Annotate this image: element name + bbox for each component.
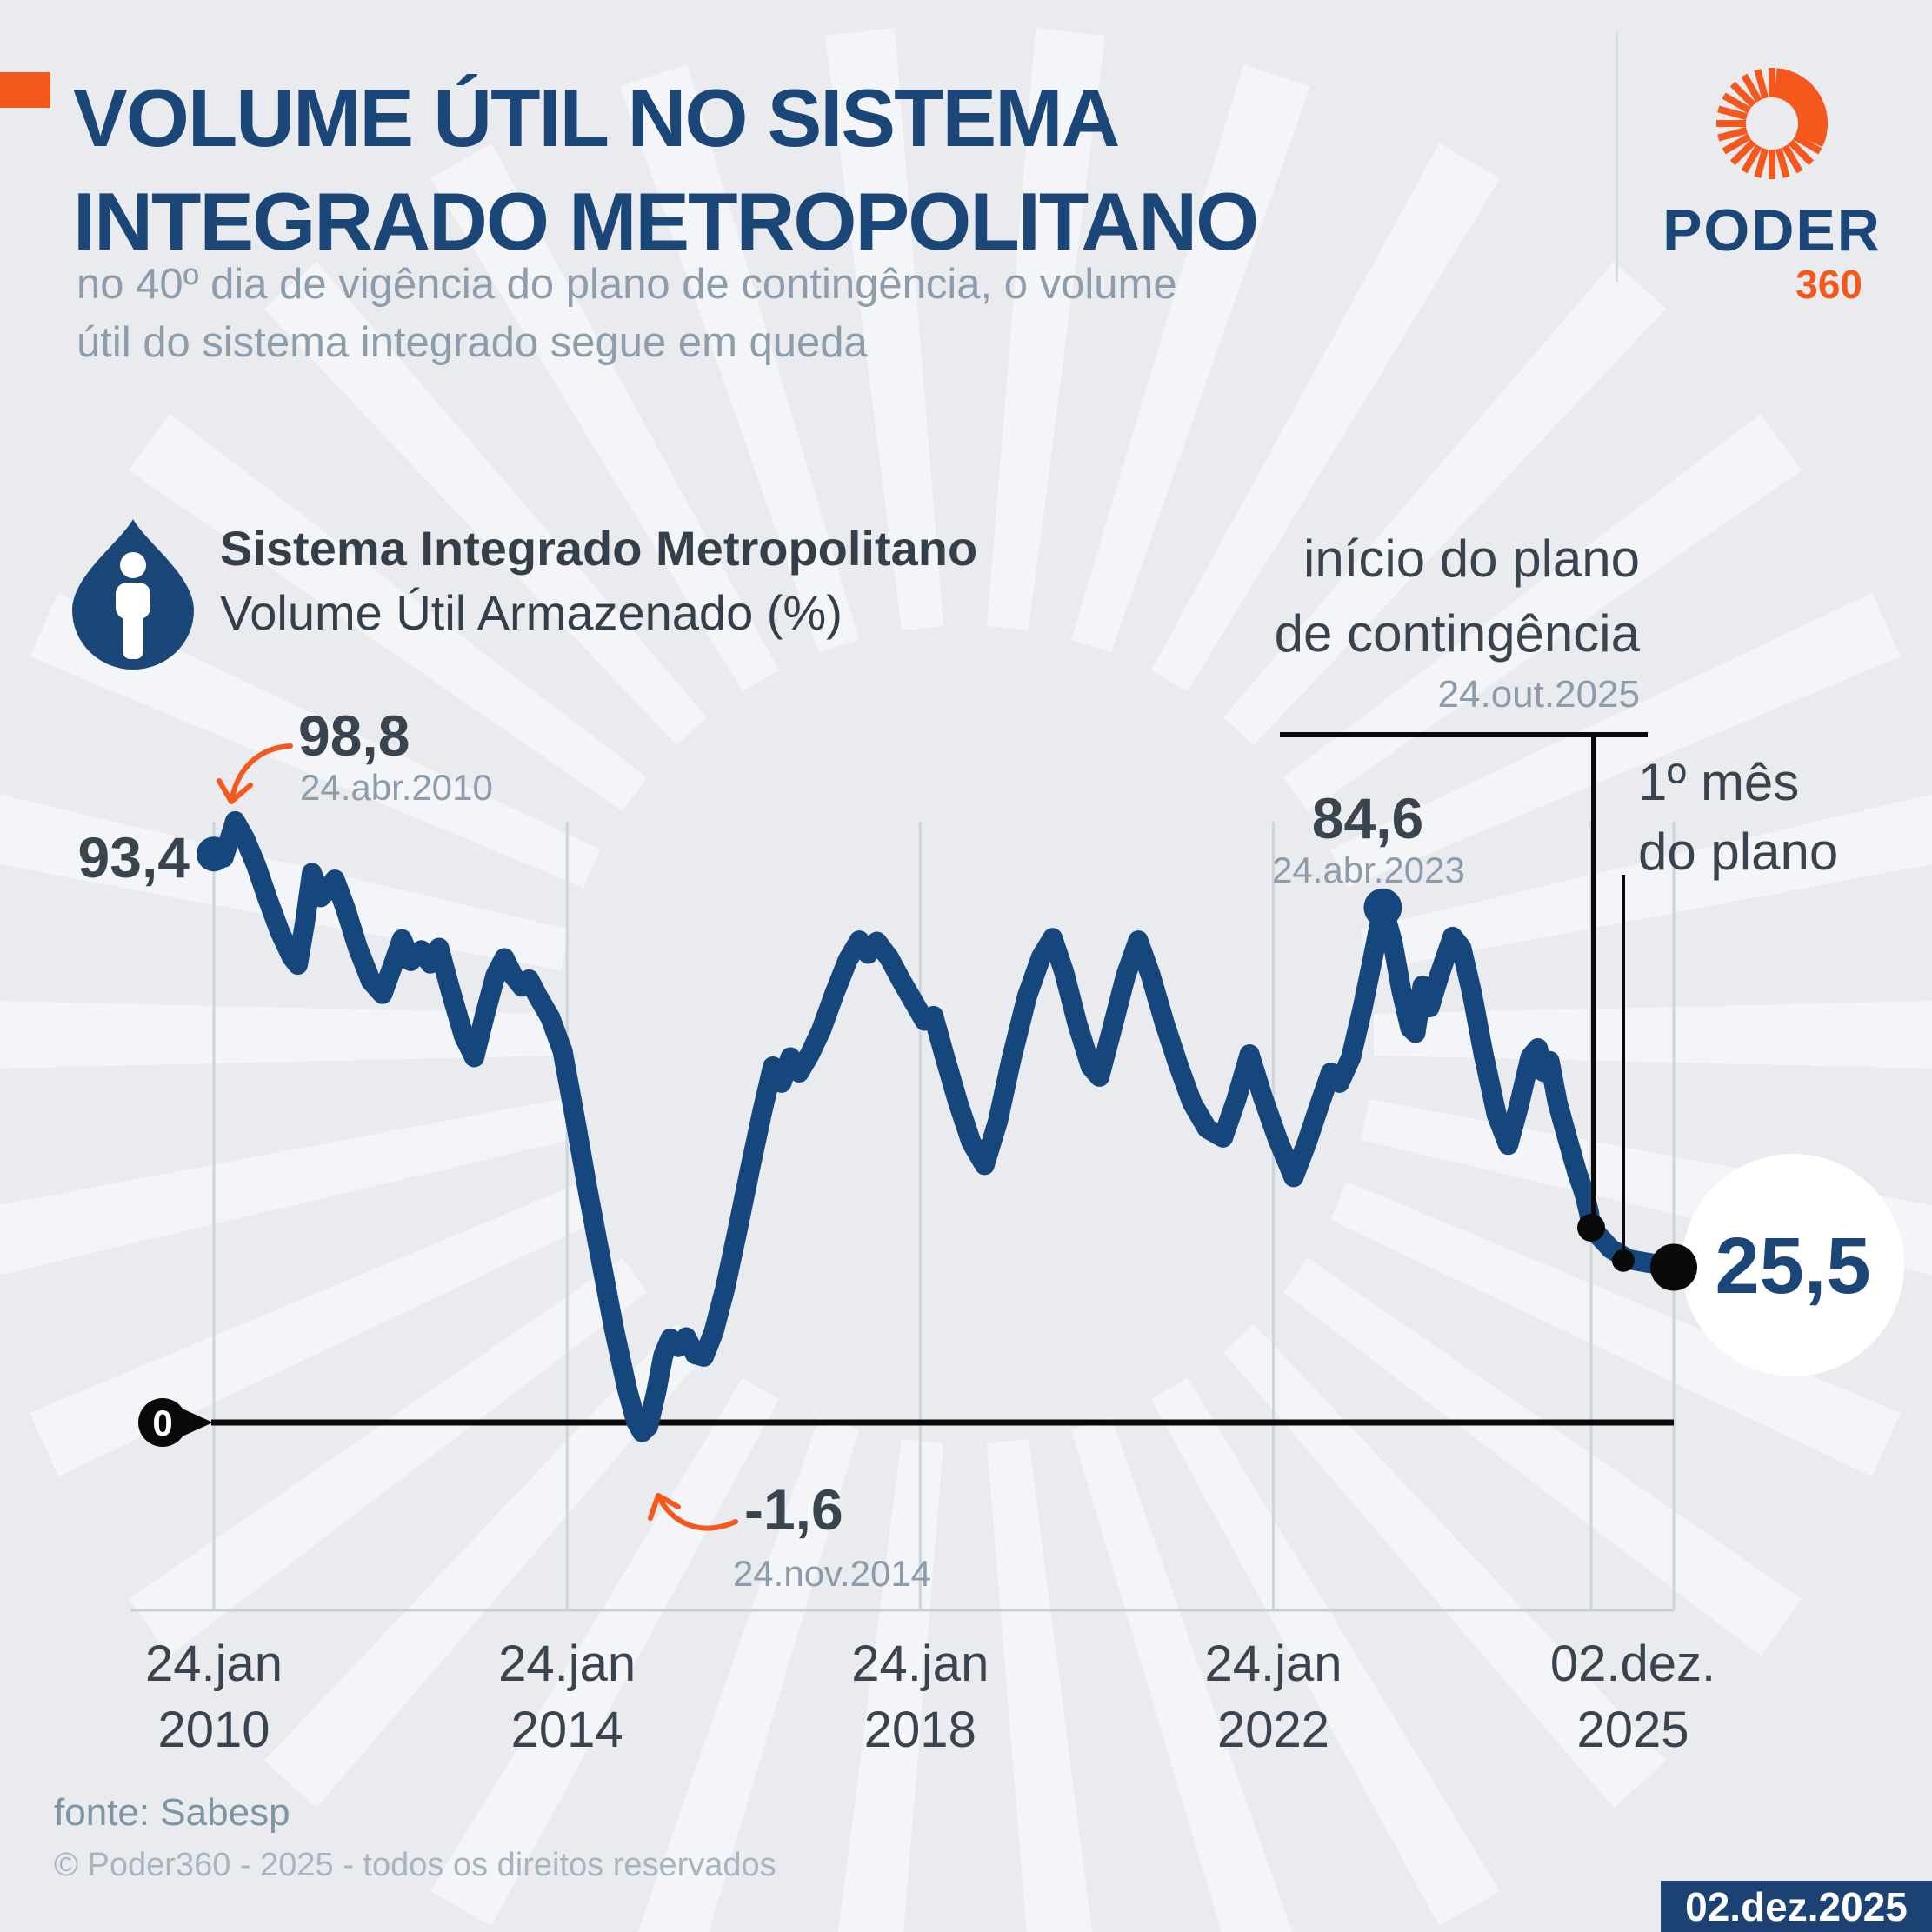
watermark-ray [1071, 64, 1310, 652]
logo-ray [1775, 147, 1790, 178]
watermark-ray [264, 262, 707, 745]
logo-ray [1729, 81, 1756, 108]
title-line-1: VOLUME ÚTIL NO SISTEMA [73, 72, 1120, 163]
watermark-ray [1361, 794, 1932, 970]
first-month-line-2: do plano [1638, 823, 1839, 881]
logo-separator [1616, 31, 1618, 282]
x-axis-label: 24.jan 2022 [1204, 1636, 1342, 1758]
min-arrow-icon [648, 1493, 738, 1531]
watermark-ray [1283, 1258, 1802, 1656]
data-point-dot [197, 836, 231, 872]
plan-start-annotation: início do plano de contingência [1031, 522, 1640, 671]
logo-ray [1729, 139, 1756, 166]
plan-annotation-line-1: início do plano [1303, 530, 1640, 588]
logo-ray [1717, 105, 1749, 121]
logo-ray [1722, 133, 1752, 155]
logo-ray [1741, 73, 1762, 103]
watermark-ray [987, 1439, 1092, 1932]
watermark-ray [825, 28, 943, 630]
poder360-sunburst-icon [1716, 68, 1828, 179]
logo-ray [1792, 133, 1822, 155]
watermark-ray [1283, 414, 1802, 811]
max-value-label: 98,8 [298, 703, 410, 768]
first-month-label: 1º mês do plano [1638, 748, 1838, 887]
watermark-ray [430, 143, 779, 691]
watermark-ray [0, 1001, 556, 1069]
date-badge: 02.dez.2025 [1661, 1881, 1932, 1932]
watermark-ray [987, 28, 1105, 630]
subtitle-line-1: no 40º dia de vigência do plano de conti… [77, 261, 1177, 308]
watermark-ray [637, 1417, 859, 1932]
zero-axis-marker: 0 [138, 1398, 213, 1447]
data-point-dot [1612, 1249, 1635, 1272]
logo-ray [1717, 126, 1749, 142]
watermark-ray [30, 593, 600, 888]
x-axis-label: 24.jan 2010 [144, 1636, 283, 1758]
watermark-ray [129, 1258, 647, 1656]
current-value-highlight-circle [1682, 1154, 1904, 1376]
x-axis-label: 24.jan 2014 [498, 1636, 636, 1758]
first-month-line-1: 1º mês [1638, 753, 1800, 811]
watermark-ray [1151, 1378, 1500, 1926]
volume-line-series [203, 810, 1684, 1442]
watermark-ray [430, 1378, 779, 1926]
accent-square [0, 72, 50, 108]
watermark-ray [1223, 1324, 1666, 1808]
peak-2023-value-label: 84,6 [1311, 786, 1424, 850]
sunburst-watermark [0, 28, 1932, 1932]
watermark-ray [1223, 262, 1666, 745]
logo-ray [1754, 69, 1769, 100]
watermark-ray [1151, 143, 1500, 691]
watermark-ray [1330, 1182, 1901, 1476]
min-date-label: 24.nov.2014 [732, 1553, 932, 1594]
current-value-label: 25,5 [1715, 1222, 1871, 1310]
start-value-label: 93,4 [77, 825, 190, 889]
water-drop-person-icon [72, 519, 194, 670]
data-point-dot [1577, 1214, 1605, 1242]
max-date-label: 24.abr.2010 [300, 767, 493, 808]
gridlines [212, 822, 1676, 1610]
logo-ray [1722, 92, 1752, 114]
page-title: VOLUME ÚTIL NO SISTEMA INTEGRADO METROPO… [73, 66, 1259, 273]
min-value-label: -1,6 [744, 1477, 843, 1542]
title-line-2: INTEGRADO METROPOLITANO [73, 176, 1259, 267]
watermark-ray [264, 1324, 707, 1808]
data-point-dot [1650, 1243, 1697, 1291]
watermark-ray [1374, 1001, 1932, 1069]
copyright-note: © Poder360 - 2025 - todos os direitos re… [54, 1847, 776, 1883]
watermark-ray [0, 1099, 570, 1276]
logo-ray [1782, 143, 1803, 174]
watermark-ray [129, 414, 647, 811]
x-axis-label: 02.dez. 2025 [1549, 1636, 1716, 1758]
legend-subtitle: Volume Útil Armazenado (%) [220, 585, 843, 640]
watermark-ray [620, 64, 859, 652]
logo-ray [1741, 143, 1762, 174]
peak-2023-date-label: 24.abr.2023 [1272, 849, 1465, 890]
watermark-ray [1071, 1417, 1293, 1932]
watermark-ray [838, 1439, 943, 1932]
max-arrow-icon [217, 743, 293, 804]
logo-ray [1754, 147, 1769, 178]
data-point-dot [1363, 888, 1402, 927]
legend-title: Sistema Integrado Metropolitano [220, 521, 978, 576]
svg-text:0: 0 [152, 1402, 172, 1443]
contingency-bracket [1280, 732, 1648, 1250]
data-point-dots [197, 836, 1697, 1291]
watermark-ray [1330, 593, 1901, 888]
poder-wordmark: PODER [1662, 197, 1882, 263]
plan-start-date: 24.out.2025 [1437, 673, 1640, 716]
watermark-ray [0, 794, 570, 970]
logo-360: 360 [1795, 262, 1862, 307]
page-subtitle: no 40º dia de vigência do plano de conti… [77, 256, 1177, 372]
x-axis-label: 24.jan 2018 [851, 1636, 989, 1758]
subtitle-line-2: útil do sistema integrado segue em queda [77, 319, 868, 366]
source-note: fonte: Sabesp [54, 1791, 290, 1834]
plan-annotation-line-2: de contingência [1274, 604, 1640, 663]
logo-ray [1788, 139, 1815, 166]
